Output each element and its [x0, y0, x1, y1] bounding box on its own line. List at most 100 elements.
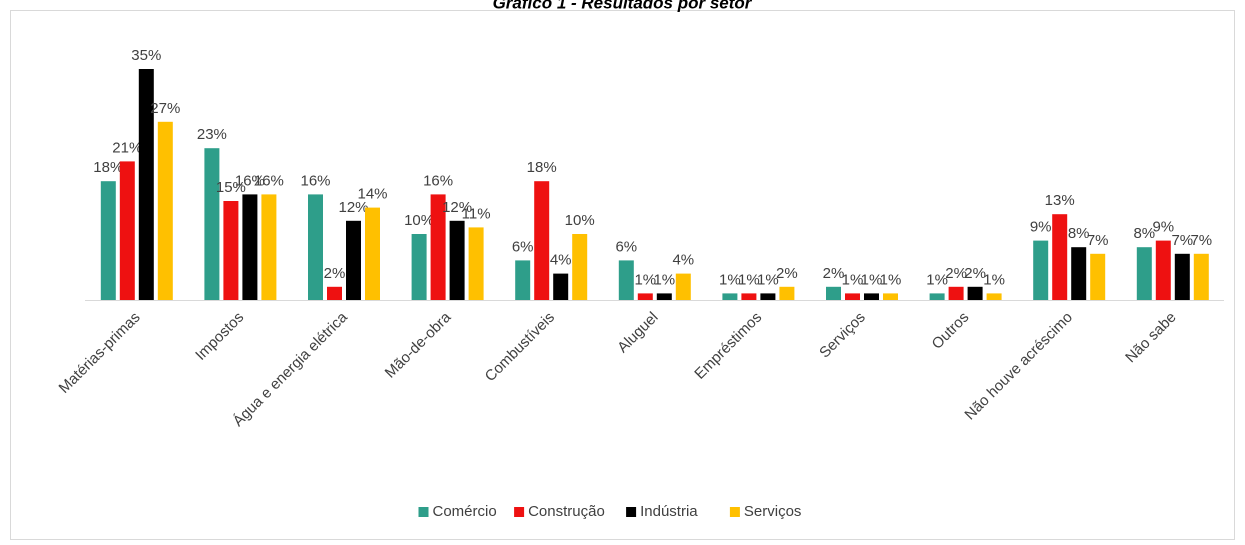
- value-label: 35%: [131, 47, 161, 64]
- x-tick-label: Impostos: [192, 309, 247, 364]
- bar: [1193, 253, 1209, 300]
- x-tick-label: Água e energia elétrica: [230, 308, 352, 430]
- bar: [365, 207, 380, 300]
- value-label: 16%: [254, 172, 284, 189]
- bar: [346, 220, 361, 300]
- bar: [948, 286, 964, 300]
- value-label: 16%: [423, 172, 453, 189]
- value-label: 9%: [1030, 219, 1052, 236]
- bar: [553, 273, 569, 300]
- bar: [1033, 240, 1049, 300]
- bar: [223, 201, 239, 300]
- bar: [1155, 240, 1171, 300]
- value-label: 1%: [983, 271, 1005, 288]
- bar: [883, 293, 898, 300]
- value-label: 4%: [550, 252, 572, 269]
- bar: [845, 293, 860, 300]
- bar: [157, 121, 173, 300]
- legend-label: Construção: [528, 503, 605, 520]
- value-label: 16%: [235, 172, 265, 189]
- value-label: 2%: [324, 265, 346, 282]
- value-label: 8%: [1133, 225, 1155, 242]
- chart-frame: [10, 10, 1235, 540]
- bar: [572, 234, 588, 300]
- bar: [967, 286, 983, 300]
- value-label: 16%: [300, 172, 330, 189]
- value-label: 7%: [1087, 232, 1109, 249]
- bar: [515, 260, 531, 300]
- value-label: 10%: [404, 212, 434, 229]
- value-label: 1%: [842, 271, 864, 288]
- bar: [760, 293, 776, 300]
- value-label: 18%: [93, 159, 123, 176]
- bar: [1136, 247, 1152, 300]
- bar: [864, 293, 879, 300]
- bar: [986, 293, 1002, 300]
- bar: [826, 286, 841, 300]
- bar: [430, 194, 446, 300]
- bar: [411, 234, 427, 300]
- value-label: 23%: [197, 126, 227, 143]
- bar: [119, 161, 135, 300]
- bar: [1174, 253, 1190, 300]
- value-label: 10%: [565, 212, 595, 229]
- value-label: 1%: [861, 271, 883, 288]
- value-label: 1%: [719, 271, 741, 288]
- value-label: 27%: [150, 100, 180, 117]
- value-label: 6%: [512, 238, 534, 255]
- bar: [468, 227, 484, 300]
- legend-swatch: [626, 507, 637, 517]
- value-label: 15%: [216, 179, 246, 196]
- value-label: 4%: [672, 252, 694, 269]
- value-label: 2%: [964, 265, 986, 282]
- bar: [534, 181, 550, 300]
- x-tick-label: Mão-de-obra: [382, 308, 455, 381]
- legend-swatch: [729, 507, 740, 517]
- value-label: 21%: [112, 139, 142, 156]
- bar: [1090, 253, 1106, 300]
- x-tick-label: Outros: [929, 309, 973, 353]
- bar: [656, 293, 672, 300]
- x-tick-label: Empréstimos: [691, 309, 765, 383]
- x-tick-label: Combustíveis: [482, 309, 558, 385]
- value-label: 8%: [1068, 225, 1090, 242]
- value-label: 1%: [653, 271, 675, 288]
- legend-label: Comércio: [433, 503, 497, 520]
- legend-label: Serviços: [744, 503, 802, 520]
- value-label: 1%: [880, 271, 902, 288]
- bar: [261, 194, 277, 300]
- x-tick-label: Não houve acréscimo: [961, 309, 1076, 424]
- value-label: 2%: [776, 265, 798, 282]
- value-label: 9%: [1152, 219, 1174, 236]
- bar: [1052, 214, 1068, 300]
- value-label: 14%: [357, 186, 387, 203]
- bar: [1071, 247, 1087, 300]
- value-label: 12%: [338, 199, 368, 216]
- bar: [779, 286, 795, 300]
- legend-swatch: [418, 507, 429, 517]
- x-tick-label: Matérias-primas: [56, 309, 144, 397]
- bar: [242, 194, 258, 300]
- bar: [204, 148, 220, 300]
- value-label: 7%: [1190, 232, 1212, 249]
- value-label: 13%: [1045, 192, 1075, 209]
- x-tick-label: Serviços: [816, 309, 869, 362]
- chart-title: Gráfico 1 - Resultados por setor: [493, 0, 753, 12]
- bar: [929, 293, 945, 300]
- bar: [637, 293, 653, 300]
- value-label: 7%: [1171, 232, 1193, 249]
- value-label: 18%: [527, 159, 557, 176]
- bar: [741, 293, 757, 300]
- bar: [308, 194, 323, 300]
- legend-swatch: [514, 507, 525, 517]
- x-tick-label: Não sabe: [1122, 309, 1179, 366]
- bar: [675, 273, 691, 300]
- value-label: 11%: [462, 205, 491, 222]
- legend-label: Indústria: [640, 503, 698, 520]
- x-tick-label: Aluguel: [614, 309, 661, 356]
- value-label: 1%: [926, 271, 948, 288]
- value-label: 2%: [823, 265, 845, 282]
- value-label: 2%: [945, 265, 967, 282]
- bar: [618, 260, 634, 300]
